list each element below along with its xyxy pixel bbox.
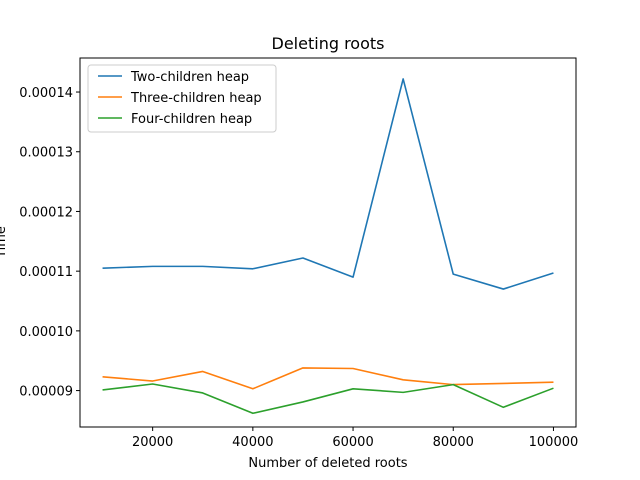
series-line-2 (102, 367, 554, 390)
series-line-3 (102, 383, 554, 415)
chart-title: Deleting roots (272, 34, 385, 53)
y-tick-label: 0.00010 (19, 325, 73, 340)
legend: Two-children heap Three-children heap Four… (87, 64, 277, 133)
y-axis-title: Time (0, 226, 9, 259)
legend-label: Four-children heap (131, 112, 252, 127)
legend-label: Three-children heap (130, 91, 262, 106)
x-tick-label: 60000 (332, 435, 373, 450)
x-tick-label: 40000 (232, 435, 273, 450)
x-tick-label: 100000 (529, 435, 579, 450)
y-tick-label: 0.00011 (19, 265, 73, 280)
legend-label: Two-children heap (130, 70, 249, 85)
x-tick-label: 20000 (132, 435, 173, 450)
series-line-1 (102, 78, 554, 290)
plot-frame (79, 57, 577, 428)
legend-box (87, 64, 277, 133)
y-tick-label: 0.00009 (19, 385, 73, 400)
x-tick-label: 80000 (433, 435, 474, 450)
y-tick-label: 0.00013 (19, 146, 73, 161)
plot-area (102, 78, 554, 415)
y-tick-label: 0.00012 (19, 205, 73, 220)
x-axis-title: Number of deleted roots (248, 456, 407, 471)
y-tick-label: 0.00014 (19, 86, 73, 101)
